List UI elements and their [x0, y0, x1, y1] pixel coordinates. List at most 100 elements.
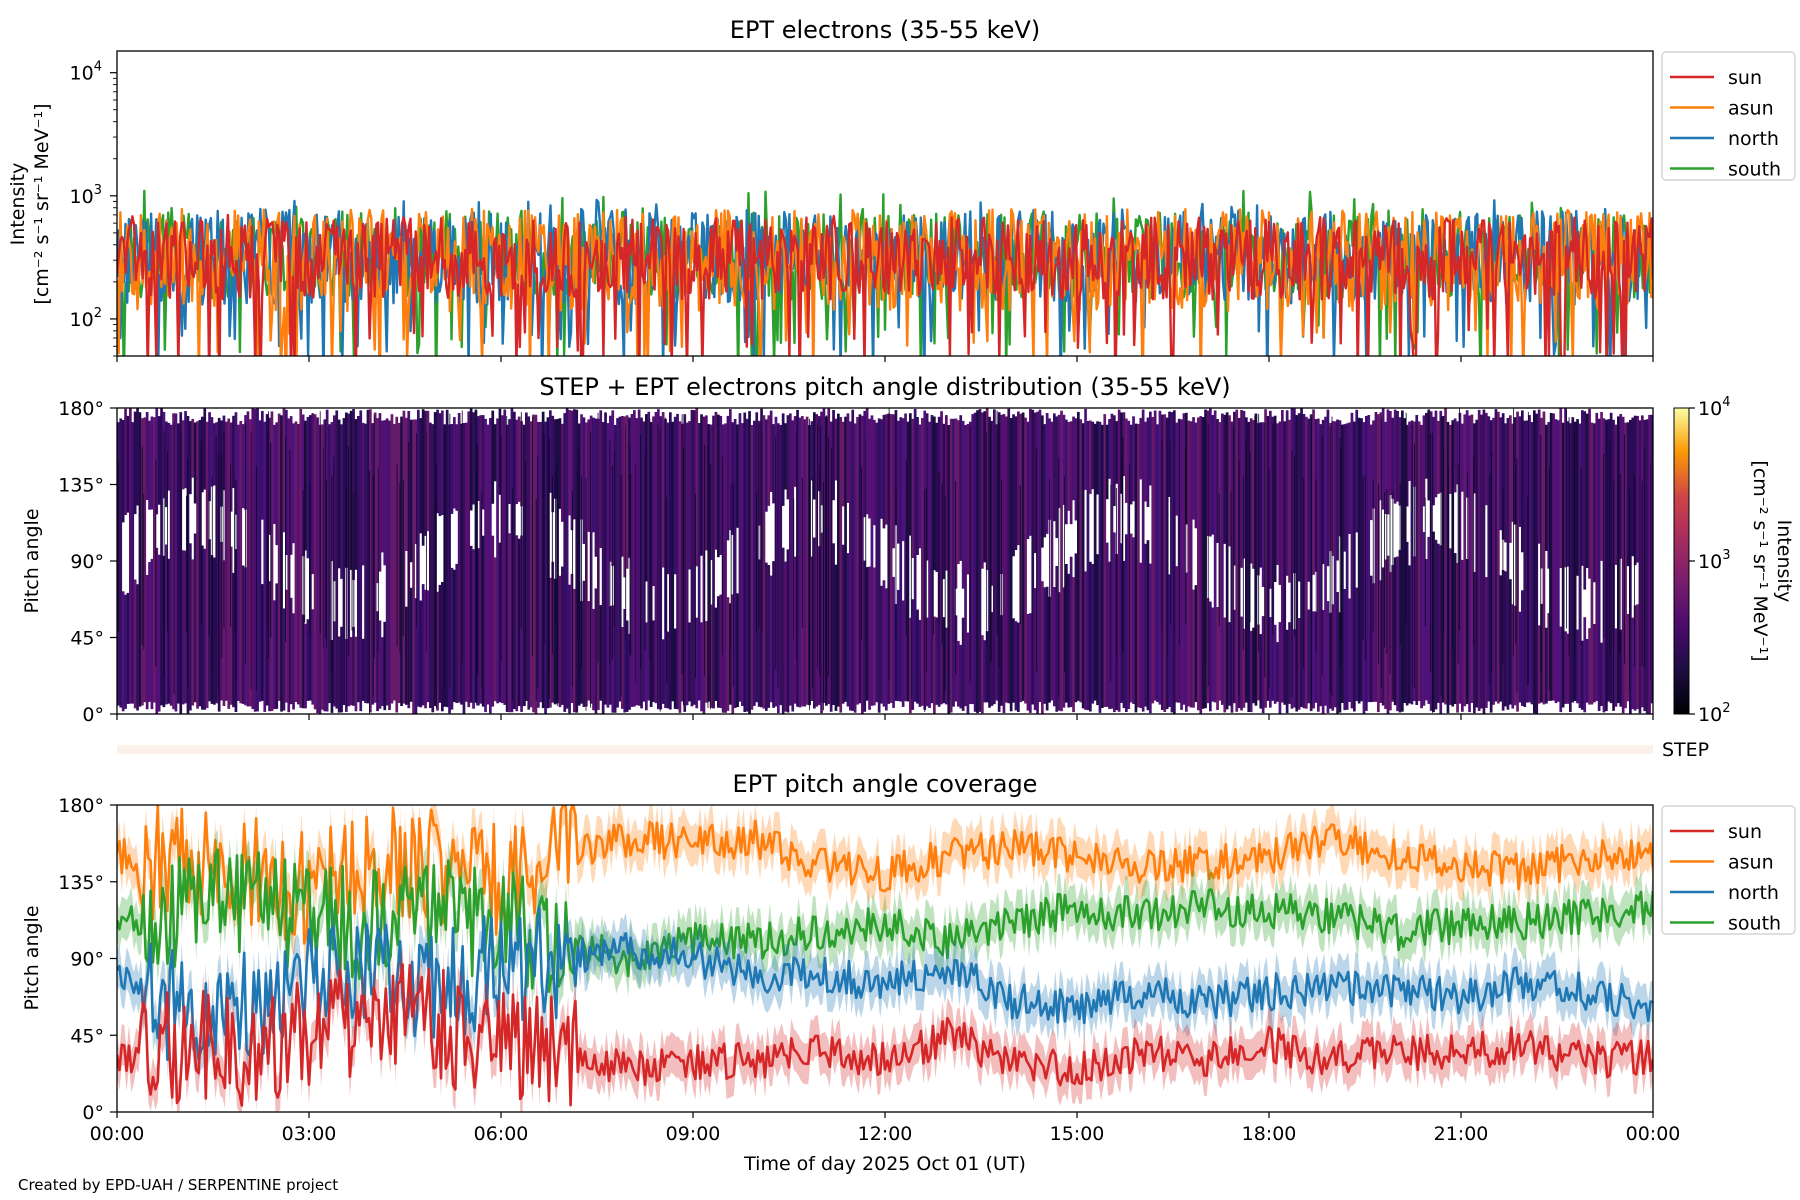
heatmap-column [765, 562, 768, 711]
heatmap-column [839, 417, 843, 713]
heatmap-column [541, 411, 545, 709]
heatmap-column [181, 420, 185, 490]
heatmap-column [157, 416, 161, 505]
heatmap-column [1545, 424, 1548, 551]
heatmap-column [1129, 533, 1133, 703]
heatmap-column [666, 631, 670, 709]
heatmap-column [436, 591, 439, 711]
heatmap-column [1276, 423, 1279, 565]
heatmap-column [1429, 411, 1433, 711]
heatmap-column [174, 413, 178, 712]
heatmap-column [150, 558, 154, 710]
heatmap-column [465, 422, 468, 702]
heatmap-column [1125, 418, 1128, 503]
heatmap-column [253, 408, 257, 712]
heatmap-column [901, 600, 905, 707]
heatmap-column [841, 544, 845, 704]
heatmap-column [131, 422, 135, 704]
heatmap-column [265, 414, 269, 706]
heatmap-column [325, 409, 329, 712]
heatmap-column [875, 422, 879, 703]
heatmap-column [1499, 575, 1503, 702]
heatmap-column [599, 605, 603, 701]
heatmap-column [1547, 613, 1551, 701]
heatmap-column [1386, 555, 1390, 714]
heatmap-column [1600, 642, 1603, 706]
heatmap-column [1146, 417, 1150, 507]
series-south [117, 848, 1653, 994]
heatmap-column [373, 412, 377, 703]
heatmap-column [549, 577, 552, 708]
heatmap-column [786, 415, 790, 500]
heatmap-column [971, 414, 975, 705]
heatmap-column [913, 409, 917, 702]
heatmap-column [532, 414, 535, 713]
heatmap-column [1149, 411, 1152, 486]
heatmap-column [201, 416, 204, 493]
heatmap-column [1499, 417, 1503, 531]
heatmap-column [157, 554, 161, 712]
heatmap-column [1648, 414, 1651, 714]
heatmap-column [1017, 411, 1020, 546]
coverage-x-ticks: 00:00 03:00 06:00 09:00 12:00 15:00 18:00 21:00… [90, 1112, 1680, 1145]
heatmap-column [1036, 411, 1039, 714]
heatmap-column [861, 415, 864, 714]
heatmap-column [517, 538, 521, 707]
x-tick-label: 00:00 [90, 1123, 145, 1145]
heatmap-column [964, 425, 967, 707]
heatmap-column [1307, 418, 1311, 582]
heatmap-column [229, 422, 233, 512]
heatmap-column [1024, 417, 1027, 704]
heatmap-column [832, 410, 835, 501]
colorbar-label-line1: Intensity [1773, 520, 1795, 603]
heatmap-column [767, 415, 771, 506]
pad-heatmap [117, 408, 1653, 714]
heatmap-column [640, 417, 643, 709]
heatmap-column [289, 597, 293, 705]
heatmap-column [225, 421, 228, 701]
heatmap-column [1374, 412, 1378, 702]
heatmap-column [892, 414, 895, 549]
heatmap-column [909, 617, 912, 714]
heatmap-column [957, 641, 960, 707]
heatmap-column [1343, 424, 1347, 552]
heatmap-column [412, 419, 415, 714]
heatmap-column [849, 421, 852, 711]
heatmap-column [892, 576, 895, 708]
step-band [117, 745, 1653, 754]
heatmap-column [1144, 421, 1147, 502]
heatmap-column [1312, 409, 1315, 575]
y-tick-label: 135° [58, 872, 104, 894]
heatmap-column [988, 416, 991, 708]
heatmap-column [561, 423, 564, 522]
heatmap-column [167, 422, 171, 491]
heatmap-column [1461, 559, 1464, 712]
y-tick-label: 102 [70, 306, 102, 331]
heatmap-column [558, 418, 562, 509]
heatmap-column [1581, 640, 1584, 710]
heatmap-column [181, 550, 185, 705]
heatmap-column [760, 408, 763, 708]
heatmap-column [354, 636, 358, 712]
heatmap-column [990, 612, 994, 706]
heatmap-column [445, 409, 449, 708]
heatmap-column [769, 575, 773, 703]
heatmap-column [301, 414, 305, 557]
heatmap-column [621, 627, 624, 709]
heatmap-column [1523, 420, 1527, 707]
heatmap-column [1453, 553, 1457, 704]
colorbar-label-line2: [cm⁻² s⁻¹ sr⁻¹ MeV⁻¹] [1749, 460, 1771, 661]
heatmap-column [544, 421, 547, 714]
heatmap-column [1187, 420, 1191, 707]
x-tick-label: 12:00 [858, 1123, 913, 1145]
heatmap-column [762, 415, 766, 709]
heatmap-column [1084, 571, 1087, 710]
legend-label-south: south [1728, 913, 1781, 935]
heatmap-column [1624, 422, 1627, 709]
heatmap-column [1012, 414, 1015, 557]
heatmap-column [1564, 408, 1567, 568]
heatmap-column [647, 411, 651, 701]
heatmap-column [189, 421, 192, 495]
heatmap-column [208, 539, 211, 702]
heatmap-column [1353, 421, 1356, 712]
